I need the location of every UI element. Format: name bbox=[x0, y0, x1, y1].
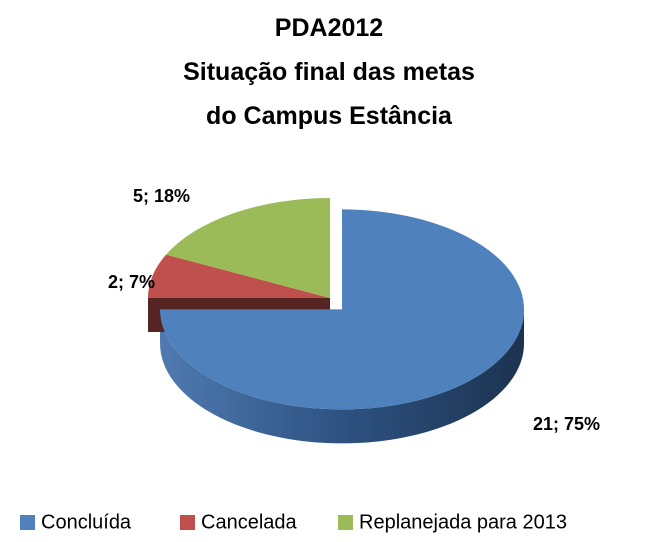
chart-title: Situação final das metas bbox=[183, 58, 475, 86]
data-label: 21; 75% bbox=[533, 414, 600, 434]
legend-label: Cancelada bbox=[201, 511, 298, 533]
legend-swatch bbox=[338, 515, 353, 530]
slice-side bbox=[160, 309, 525, 444]
legend-label: Replanejada para 2013 bbox=[359, 511, 567, 533]
slice bbox=[166, 198, 330, 298]
legend-label: Concluída bbox=[41, 511, 132, 533]
legend-swatch bbox=[180, 515, 195, 530]
data-label: 2; 7% bbox=[108, 272, 155, 292]
chart-title: do Campus Estância bbox=[206, 102, 453, 130]
slice bbox=[160, 209, 525, 410]
legend-swatch bbox=[20, 515, 35, 530]
slice bbox=[148, 254, 330, 298]
data-label: 5; 18% bbox=[133, 186, 190, 206]
chart-title: PDA2012 bbox=[275, 14, 383, 42]
